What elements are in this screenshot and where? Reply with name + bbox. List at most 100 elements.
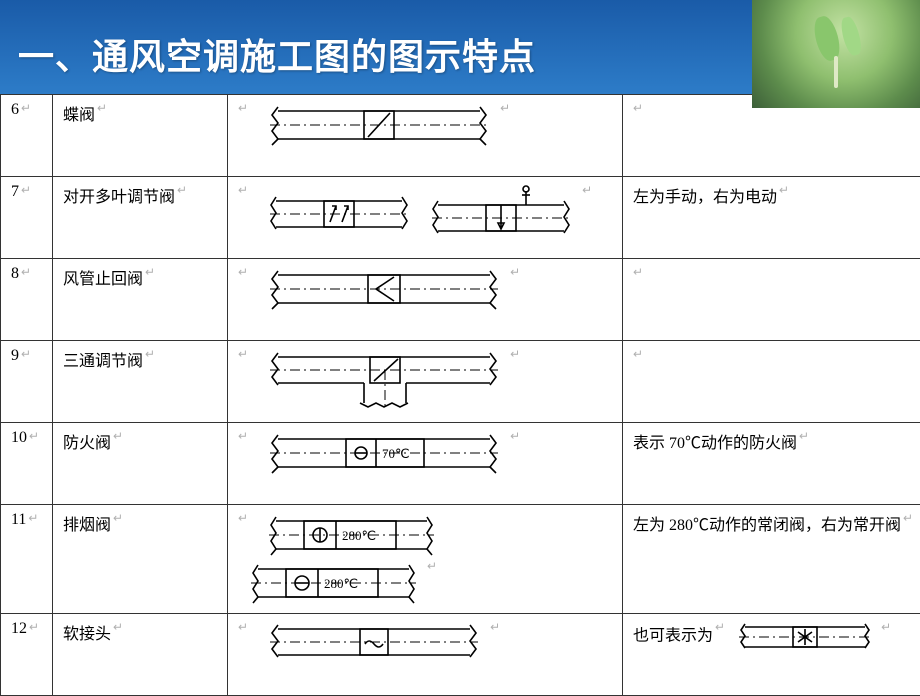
table-row: 7↵ 对开多叶调节阀↵ ↵ — [1, 177, 920, 259]
cr-mark-icon: ↵ — [510, 265, 520, 279]
num-cell: 11↵ — [1, 505, 53, 614]
symbol-butterfly-valve — [264, 101, 494, 149]
cr-mark-icon: ↵ — [238, 347, 248, 361]
cr-mark-icon: ↵ — [238, 429, 248, 443]
decorative-sprout-image — [752, 0, 920, 108]
row-desc: 也可表示为 — [633, 628, 713, 645]
cr-mark-icon: ↵ — [633, 101, 643, 115]
symbol-cell: ↵ ↵ — [228, 259, 623, 341]
cr-mark-icon: ↵ — [490, 620, 500, 634]
cr-mark-icon: ↵ — [97, 101, 107, 115]
cr-mark-icon: ↵ — [21, 265, 31, 279]
cr-mark-icon: ↵ — [238, 620, 248, 634]
row-name: 风管止回阀 — [63, 271, 143, 288]
svg-text:280℃: 280℃ — [324, 576, 358, 591]
cr-mark-icon: ↵ — [903, 511, 913, 525]
table-row: 9↵ 三通调节阀↵ ↵ — [1, 341, 920, 423]
cr-mark-icon: ↵ — [113, 429, 123, 443]
cr-mark-icon: ↵ — [238, 183, 248, 197]
name-cell: 排烟阀↵ — [53, 505, 228, 614]
cr-mark-icon: ↵ — [510, 347, 520, 361]
desc-cell: ↵ — [623, 341, 920, 423]
desc-cell: 左为 280℃动作的常闭阀，右为常开阀↵ — [623, 505, 920, 614]
row-num: 7 — [11, 183, 19, 200]
cr-mark-icon: ↵ — [28, 511, 38, 525]
cr-mark-icon: ↵ — [799, 429, 809, 443]
table-row: 10↵ 防火阀↵ ↵ — [1, 423, 920, 505]
row-num: 8 — [11, 265, 19, 282]
name-cell: 蝶阀↵ — [53, 95, 228, 177]
cr-mark-icon: ↵ — [29, 620, 39, 634]
row-desc: 左为手动，右为电动 — [633, 189, 777, 206]
symbol-cell: ↵ 280℃ — [228, 505, 623, 614]
name-cell: 软接头↵ — [53, 614, 228, 696]
row-name: 软接头 — [63, 626, 111, 643]
row-num: 6 — [11, 101, 19, 118]
cr-mark-icon: ↵ — [21, 183, 31, 197]
symbol-cell: ↵ 70℃ — [228, 423, 623, 505]
fire-damper-label: 70℃ — [382, 446, 410, 461]
cr-mark-icon: ↵ — [500, 101, 510, 115]
cr-mark-icon: ↵ — [145, 347, 155, 361]
cr-mark-icon: ↵ — [113, 620, 123, 634]
num-cell: 10↵ — [1, 423, 53, 505]
row-name: 蝶阀 — [63, 107, 95, 124]
symbol-cell: ↵ ↵ — [228, 614, 623, 696]
cr-mark-icon: ↵ — [881, 620, 891, 634]
desc-cell: 左为手动，右为电动↵ — [623, 177, 920, 259]
cr-mark-icon: ↵ — [238, 101, 248, 115]
cr-mark-icon: ↵ — [582, 183, 592, 197]
symbol-three-way-valve — [264, 347, 504, 413]
row-name: 防火阀 — [63, 435, 111, 452]
cr-mark-icon: ↵ — [113, 511, 123, 525]
cr-mark-icon: ↵ — [21, 101, 31, 115]
row-name: 三通调节阀 — [63, 353, 143, 370]
row-num: 9 — [11, 347, 19, 364]
symbol-smoke-damper-nc: 280℃ — [264, 511, 439, 559]
name-cell: 风管止回阀↵ — [53, 259, 228, 341]
row-num: 10 — [11, 429, 27, 446]
symbol-cell: ↵ ↵ — [228, 95, 623, 177]
desc-cell: 表示 70℃动作的防火阀↵ — [623, 423, 920, 505]
cr-mark-icon: ↵ — [145, 265, 155, 279]
row-num: 12 — [11, 620, 27, 637]
cr-mark-icon: ↵ — [21, 347, 31, 361]
cr-mark-icon: ↵ — [633, 347, 643, 361]
slide: 一、通风空调施工图的图示特点 6↵ 蝶阀↵ ↵ — [0, 0, 920, 690]
table-row: 11↵ 排烟阀↵ ↵ — [1, 505, 920, 614]
cr-mark-icon: ↵ — [177, 183, 187, 197]
row-desc: 左为 280℃动作的常闭阀，右为常开阀 — [633, 517, 901, 534]
svg-text:280℃: 280℃ — [342, 528, 376, 543]
name-cell: 对开多叶调节阀↵ — [53, 177, 228, 259]
cr-mark-icon: ↵ — [238, 511, 248, 525]
symbol-multi-leaf-motor — [426, 183, 576, 239]
num-cell: 9↵ — [1, 341, 53, 423]
row-name: 排烟阀 — [63, 517, 111, 534]
row-name: 对开多叶调节阀 — [63, 189, 175, 206]
desc-cell: ↵ — [623, 259, 920, 341]
symbol-table-body: 6↵ 蝶阀↵ ↵ ↵ — [1, 95, 920, 696]
num-cell: 6↵ — [1, 95, 53, 177]
cr-mark-icon: ↵ — [238, 265, 248, 279]
name-cell: 防火阀↵ — [53, 423, 228, 505]
symbol-fire-damper: 70℃ — [264, 429, 504, 477]
row-desc: 表示 70℃动作的防火阀 — [633, 435, 797, 452]
name-cell: 三通调节阀↵ — [53, 341, 228, 423]
desc-cell: 也可表示为↵ ↵ — [623, 614, 920, 696]
row-num: 11 — [11, 511, 26, 528]
cr-mark-icon: ↵ — [427, 559, 437, 573]
symbol-check-valve — [264, 265, 504, 313]
symbol-flexible-joint-alt — [735, 620, 875, 654]
symbol-table: 6↵ 蝶阀↵ ↵ ↵ — [0, 94, 920, 696]
table-row: 12↵ 软接头↵ ↵ — [1, 614, 920, 696]
symbol-smoke-damper-no: 280℃ — [246, 559, 421, 607]
cr-mark-icon: ↵ — [633, 265, 643, 279]
cr-mark-icon: ↵ — [779, 183, 789, 197]
symbol-flexible-joint — [264, 620, 484, 664]
cr-mark-icon: ↵ — [29, 429, 39, 443]
symbol-cell: ↵ — [228, 341, 623, 423]
num-cell: 8↵ — [1, 259, 53, 341]
num-cell: 12↵ — [1, 614, 53, 696]
symbol-multi-leaf-manual — [264, 183, 414, 235]
table-row: 8↵ 风管止回阀↵ ↵ — [1, 259, 920, 341]
